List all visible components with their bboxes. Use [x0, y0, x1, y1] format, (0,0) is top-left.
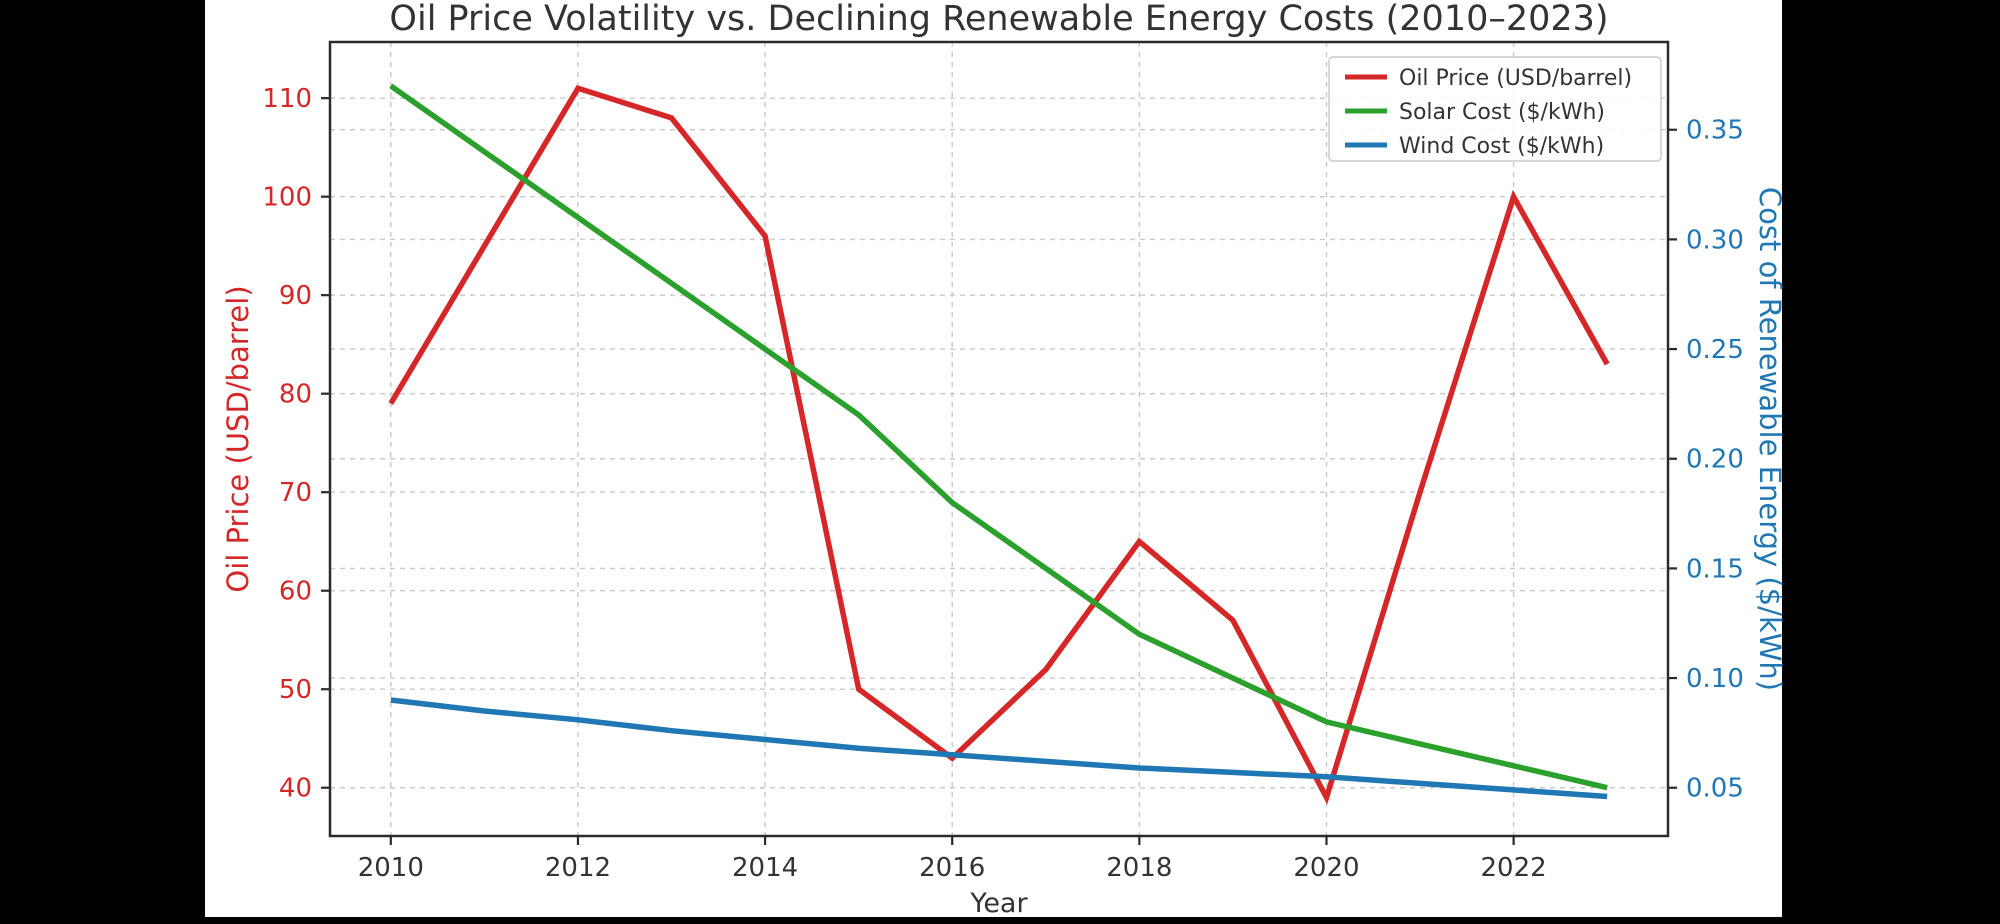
right-tick-label: 0.25 [1686, 335, 1744, 365]
legend-label: Solar Cost ($/kWh) [1399, 100, 1605, 125]
left-tick-label: 90 [279, 281, 312, 311]
legend-label: Wind Cost ($/kWh) [1399, 134, 1604, 159]
x-tick-label: 2018 [1106, 853, 1172, 883]
right-tick-label: 0.20 [1686, 445, 1744, 475]
series-line-oil-price-usd-barrel [388, 85, 1610, 805]
left-tick-label: 70 [279, 478, 312, 508]
legend: Oil Price (USD/barrel) Solar Cost ($/kWh)… [1328, 56, 1662, 162]
x-tick-label: 2010 [358, 853, 424, 883]
left-tick-label: 50 [279, 675, 312, 705]
right-tick-label: 0.10 [1686, 664, 1744, 694]
legend-item: Wind Cost ($/kWh) [1345, 134, 1604, 159]
legend-label: Oil Price (USD/barrel) [1399, 66, 1632, 91]
right-tick-label: 0.30 [1686, 225, 1744, 255]
right-y-axis-label: Cost of Renewable Energy ($/kWh) [1753, 187, 1787, 691]
right-tick-label: 0.15 [1686, 554, 1744, 584]
tick-marks [321, 97, 1677, 845]
left-tick-label: 100 [262, 183, 312, 213]
legend-item: Solar Cost ($/kWh) [1345, 100, 1605, 125]
x-axis-label: Year [969, 888, 1028, 919]
right-tick-label: 0.35 [1686, 116, 1744, 146]
x-tick-label: 2022 [1481, 853, 1547, 883]
chart-title: Oil Price Volatility vs. Declining Renew… [389, 0, 1608, 39]
series-line-wind-cost-kwh [390, 697, 1608, 800]
right-tick-label: 0.05 [1686, 774, 1744, 804]
x-tick-label: 2016 [919, 853, 985, 883]
left-tick-label: 40 [279, 774, 312, 804]
x-tick-label: 2014 [732, 853, 798, 883]
x-tick-label: 2012 [545, 853, 611, 883]
left-tick-label: 80 [279, 380, 312, 410]
left-tick-label: 110 [262, 84, 312, 114]
left-y-axis-label: Oil Price (USD/barrel) [221, 285, 255, 592]
plot-border [328, 40, 1670, 838]
series-line-solar-cost-kwh [389, 83, 1608, 791]
legend-item: Oil Price (USD/barrel) [1345, 66, 1632, 91]
x-tick-label: 2020 [1293, 853, 1359, 883]
left-tick-label: 60 [279, 577, 312, 607]
legend-box [1328, 56, 1662, 162]
